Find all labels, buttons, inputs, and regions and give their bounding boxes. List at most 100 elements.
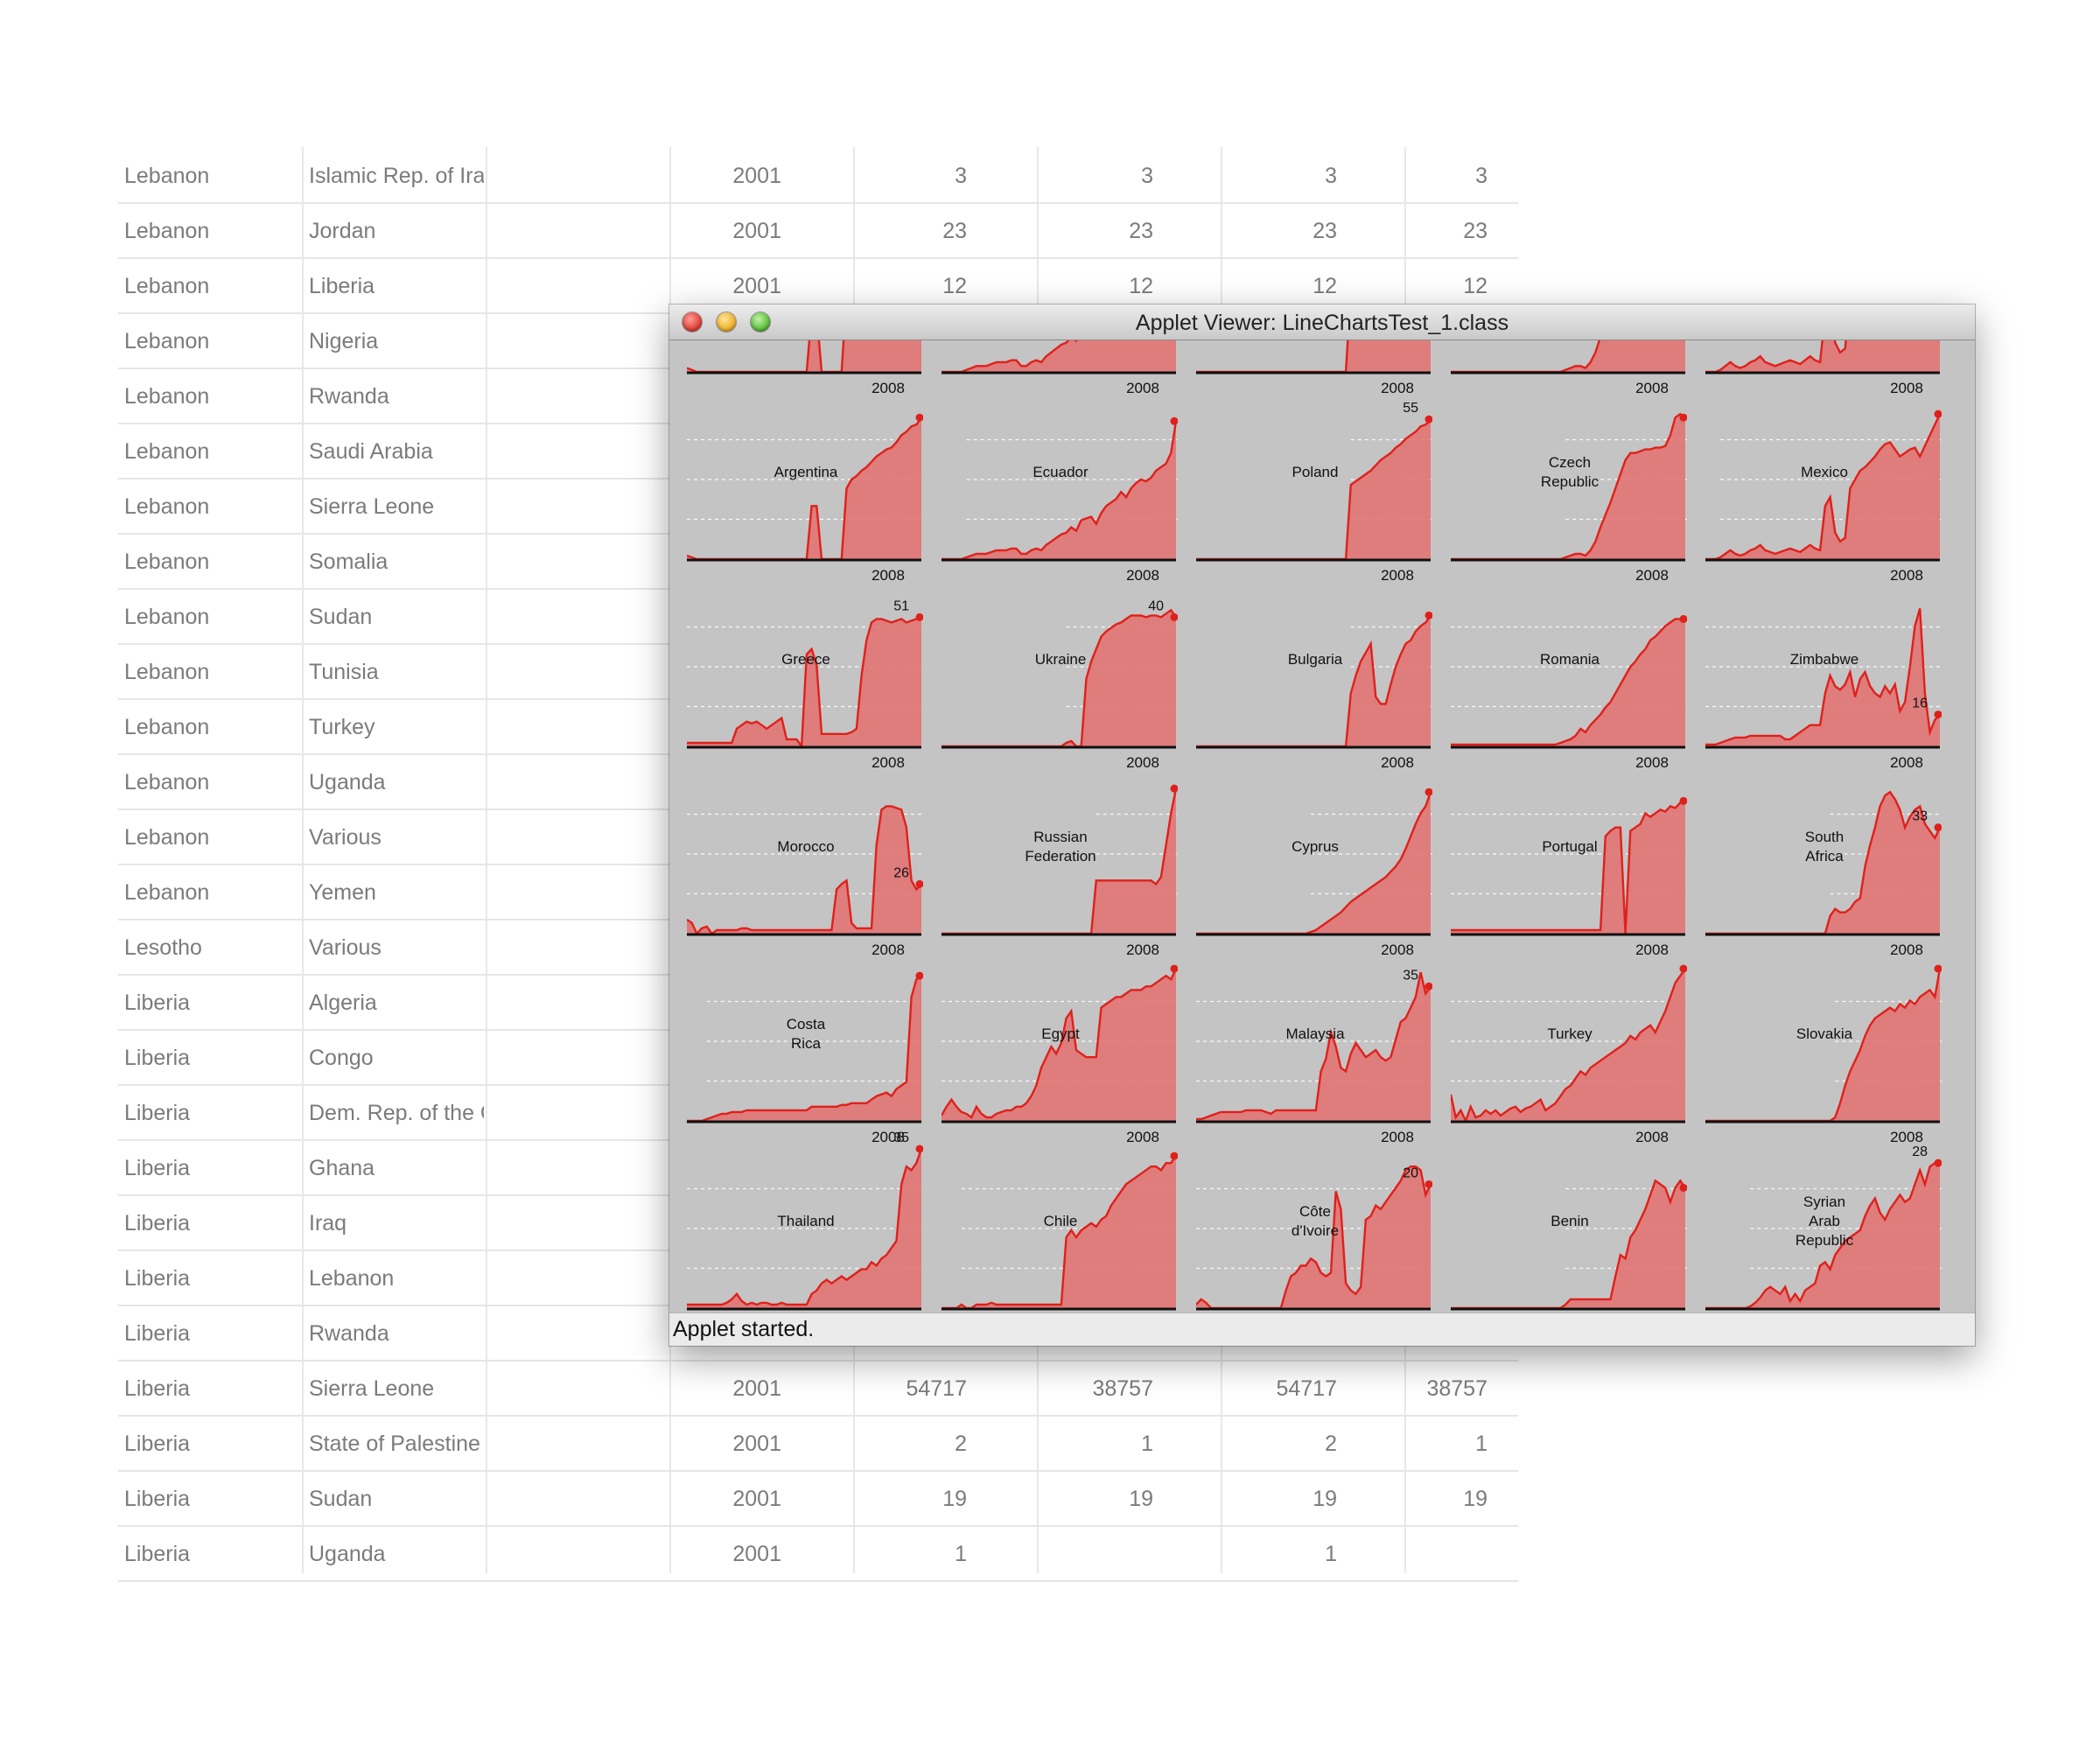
cell-country[interactable]: Liberia xyxy=(124,1542,191,1566)
cell-value[interactable]: 12 xyxy=(1129,274,1153,298)
cell-origin[interactable]: Rwanda xyxy=(309,1321,389,1346)
cell-origin[interactable]: Tunisia xyxy=(309,660,379,684)
cell-country[interactable]: Liberia xyxy=(124,990,191,1015)
cell-origin[interactable]: Uganda xyxy=(309,770,386,794)
cell-origin[interactable]: Islamic Rep. of Ira xyxy=(309,164,484,188)
cell-value[interactable]: 1 xyxy=(955,1542,967,1566)
cell-value[interactable]: 3 xyxy=(1325,164,1337,188)
cell-origin[interactable]: Various xyxy=(309,935,382,960)
cell-origin[interactable]: Sierra Leone xyxy=(309,494,435,519)
cell-year[interactable]: 2001 xyxy=(732,1487,781,1511)
cell-value[interactable]: 54717 xyxy=(1276,1376,1337,1401)
cell-country[interactable]: Liberia xyxy=(124,1487,191,1511)
end-year-label: 2008 xyxy=(872,754,905,771)
cell-value[interactable]: 23 xyxy=(1129,219,1153,243)
end-year-label: 2008 xyxy=(1126,567,1159,584)
cell-value[interactable]: 19 xyxy=(1312,1487,1337,1511)
cell-origin[interactable]: Sierra Leone xyxy=(309,1376,435,1401)
cell-country[interactable]: Lebanon xyxy=(124,494,210,519)
cell-value[interactable]: 1 xyxy=(1475,1432,1488,1456)
cell-year[interactable]: 2001 xyxy=(732,1542,781,1566)
cell-country[interactable]: Lebanon xyxy=(124,439,210,464)
cell-country[interactable]: Liberia xyxy=(124,1266,191,1291)
table-row[interactable]: Lebanon Jordan 2001 23 23 23 23 xyxy=(118,202,1518,259)
cell-country[interactable]: Lebanon xyxy=(124,715,210,739)
cell-value[interactable]: 19 xyxy=(1129,1487,1153,1511)
cell-origin[interactable]: Dem. Rep. of the C xyxy=(309,1101,484,1125)
series-line xyxy=(1705,607,1941,746)
zoom-window-button[interactable] xyxy=(751,312,770,332)
cell-value[interactable]: 3 xyxy=(1475,164,1488,188)
cell-value[interactable]: 2 xyxy=(955,1432,967,1456)
cell-country[interactable]: Lesotho xyxy=(124,935,202,960)
minimize-window-button[interactable] xyxy=(717,312,736,332)
cell-value[interactable]: 1 xyxy=(1141,1432,1153,1456)
cell-year[interactable]: 2001 xyxy=(732,164,781,188)
cell-value[interactable]: 23 xyxy=(1312,219,1337,243)
series-area xyxy=(1451,801,1685,934)
cell-year[interactable]: 2001 xyxy=(732,1432,781,1456)
cell-value[interactable]: 23 xyxy=(942,219,967,243)
cell-origin[interactable]: Iraq xyxy=(309,1211,347,1236)
cell-country[interactable]: Liberia xyxy=(124,1211,191,1236)
cell-country[interactable]: Lebanon xyxy=(124,880,210,905)
cell-country[interactable]: Liberia xyxy=(124,1101,191,1125)
table-row[interactable]: Liberia State of Palestine 2001 2 1 2 1 xyxy=(118,1415,1518,1472)
cell-origin[interactable]: Various xyxy=(309,825,382,850)
cell-value[interactable]: 23 xyxy=(1463,219,1488,243)
cell-origin[interactable]: Congo xyxy=(309,1046,374,1070)
cell-value[interactable]: 1 xyxy=(1325,1542,1337,1566)
cell-origin[interactable]: State of Palestine xyxy=(309,1432,480,1456)
table-row[interactable]: Liberia Sudan 2001 19 19 19 19 xyxy=(118,1470,1518,1527)
cell-origin[interactable]: Jordan xyxy=(309,219,376,243)
cell-value[interactable]: 38757 xyxy=(1426,1376,1488,1401)
cell-origin[interactable]: Yemen xyxy=(309,880,376,905)
cell-value[interactable]: 38757 xyxy=(1092,1376,1153,1401)
cell-origin[interactable]: Lebanon xyxy=(309,1266,395,1291)
cell-country[interactable]: Lebanon xyxy=(124,605,210,629)
cell-year[interactable]: 2001 xyxy=(732,1376,781,1401)
cell-country[interactable]: Liberia xyxy=(124,1432,191,1456)
table-row[interactable]: Liberia Uganda 2001 1 1 xyxy=(118,1525,1518,1582)
cell-country[interactable]: Lebanon xyxy=(124,550,210,574)
cell-country[interactable]: Liberia xyxy=(124,1321,191,1346)
cell-origin[interactable]: Saudi Arabia xyxy=(309,439,433,464)
cell-year[interactable]: 2001 xyxy=(732,274,781,298)
cell-value[interactable]: 2 xyxy=(1325,1432,1337,1456)
cell-origin[interactable]: Uganda xyxy=(309,1542,386,1566)
cell-country[interactable]: Liberia xyxy=(124,1376,191,1401)
cell-origin[interactable]: Ghana xyxy=(309,1156,375,1180)
cell-country[interactable]: Lebanon xyxy=(124,384,210,409)
series-area xyxy=(1196,340,1431,372)
cell-country[interactable]: Liberia xyxy=(124,1046,191,1070)
window-titlebar[interactable]: Applet Viewer: LineChartsTest_1.class xyxy=(669,304,1975,340)
cell-country[interactable]: Lebanon xyxy=(124,164,210,188)
cell-origin[interactable]: Rwanda xyxy=(309,384,389,409)
cell-country[interactable]: Lebanon xyxy=(124,770,210,794)
cell-value[interactable]: 12 xyxy=(1312,274,1337,298)
cell-origin[interactable]: Liberia xyxy=(309,274,375,298)
cell-country[interactable]: Lebanon xyxy=(124,329,210,354)
cell-value[interactable]: 12 xyxy=(942,274,967,298)
cell-country[interactable]: Lebanon xyxy=(124,825,210,850)
cell-value[interactable]: 3 xyxy=(1141,164,1153,188)
cell-origin[interactable]: Somalia xyxy=(309,550,388,574)
cell-country[interactable]: Lebanon xyxy=(124,274,210,298)
cell-origin[interactable]: Nigeria xyxy=(309,329,379,354)
cell-value[interactable]: 19 xyxy=(1463,1487,1488,1511)
table-row[interactable]: Lebanon Islamic Rep. of Ira 2001 3 3 3 3 xyxy=(118,147,1518,204)
cell-value[interactable]: 54717 xyxy=(906,1376,967,1401)
cell-value[interactable]: 12 xyxy=(1463,274,1488,298)
cell-origin[interactable]: Algeria xyxy=(309,990,377,1015)
cell-country[interactable]: Lebanon xyxy=(124,660,210,684)
cell-year[interactable]: 2001 xyxy=(732,219,781,243)
cell-origin[interactable]: Sudan xyxy=(309,1487,373,1511)
table-row[interactable]: Liberia Sierra Leone 2001 54717 38757 54717 38… xyxy=(118,1360,1518,1417)
cell-value[interactable]: 19 xyxy=(942,1487,967,1511)
cell-origin[interactable]: Sudan xyxy=(309,605,373,629)
cell-origin[interactable]: Turkey xyxy=(309,715,375,739)
cell-country[interactable]: Lebanon xyxy=(124,219,210,243)
close-window-button[interactable] xyxy=(682,312,702,332)
cell-value[interactable]: 3 xyxy=(955,164,967,188)
cell-country[interactable]: Liberia xyxy=(124,1156,191,1180)
